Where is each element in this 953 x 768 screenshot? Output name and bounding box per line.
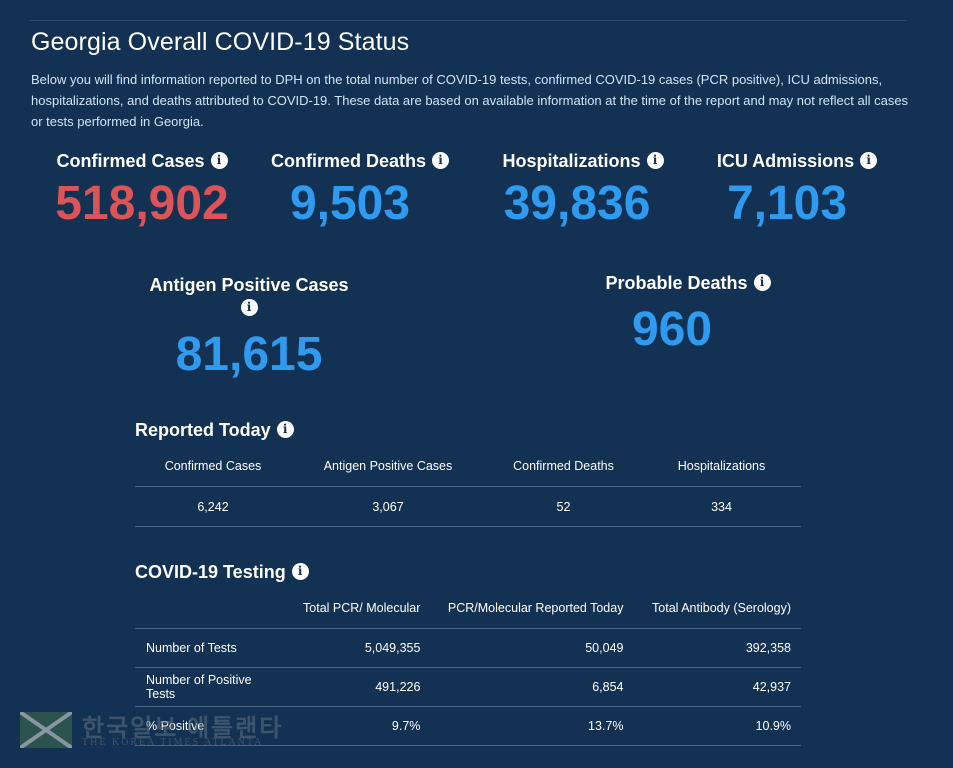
table-header-row: Confirmed Cases Antigen Positive Cases C… — [135, 446, 801, 487]
table-row: % Positive 9.7% 13.7% 10.9% — [135, 706, 801, 746]
column-header: Hospitalizations — [642, 446, 801, 487]
confirmed-cases-value: 518,902 — [55, 177, 229, 230]
testing-table: Total PCR/ Molecular PCR/Molecular Repor… — [135, 588, 801, 746]
hospitalizations-label: Hospitalizations — [502, 151, 641, 171]
top-divider — [30, 20, 906, 21]
table-cell: 10.9% — [633, 706, 801, 746]
info-icon[interactable]: i — [860, 152, 878, 169]
column-header: Antigen Positive Cases — [291, 446, 485, 487]
table-row: 6,242 3,067 52 334 — [135, 486, 801, 527]
column-header: Confirmed Cases — [135, 446, 291, 487]
confirmed-cases-label: Confirmed Cases — [56, 151, 205, 171]
table-cell: 6,242 — [135, 486, 291, 527]
antigen-positive-label: Antigen Positive Cases — [149, 275, 349, 295]
info-icon[interactable]: i — [276, 421, 294, 438]
table-row: Number of Tests 5,049,355 50,049 392,358 — [135, 628, 801, 668]
info-icon[interactable]: i — [432, 152, 450, 169]
page-title: Georgia Overall COVID-19 Status — [31, 28, 410, 56]
row-label: Number of Tests — [135, 628, 278, 668]
probable-deaths-value: 960 — [631, 303, 713, 356]
table-cell: 50,049 — [430, 628, 634, 668]
icu-admissions-value: 7,103 — [726, 177, 848, 230]
hospitalizations-value: 39,836 — [503, 177, 651, 230]
info-icon[interactable]: i — [210, 152, 228, 169]
table-cell: 334 — [642, 486, 801, 527]
hospitalizations-stat: Hospitalizations i 39,836 — [478, 151, 688, 233]
watermark-korean-text: 한국일보 애틀랜타 — [82, 715, 284, 742]
table-cell: 3,067 — [291, 486, 485, 527]
table-cell: 491,226 — [277, 667, 431, 707]
row-label: % Positive — [135, 706, 278, 746]
info-icon[interactable]: i — [240, 299, 258, 316]
column-header: Total Antibody (Serology) — [633, 588, 801, 629]
info-icon[interactable]: i — [291, 563, 309, 580]
testing-title-row: COVID-19 Testing i — [135, 562, 309, 583]
column-header — [135, 588, 278, 629]
table-cell: 52 — [485, 486, 642, 527]
info-icon[interactable]: i — [753, 274, 771, 291]
icu-admissions-label: ICU Admissions — [716, 151, 855, 171]
watermark-english-text: THE KOREA TIMES ATLANTA — [82, 737, 264, 748]
reported-today-title-row: Reported Today i — [135, 420, 294, 441]
table-cell: 9.7% — [277, 706, 431, 746]
probable-deaths-label: Probable Deaths — [605, 273, 748, 293]
hospitalizations-label-row: Hospitalizations i — [478, 151, 688, 172]
reported-today-title: Reported Today — [135, 420, 271, 440]
table-header-row: Total PCR/ Molecular PCR/Molecular Repor… — [135, 588, 801, 629]
testing-title: COVID-19 Testing — [135, 562, 286, 582]
confirmed-deaths-stat: Confirmed Deaths i 9,503 — [250, 151, 470, 233]
column-header: Confirmed Deaths — [485, 446, 642, 487]
antigen-positive-stat: Antigen Positive Cases i 81,615 — [138, 275, 360, 384]
intro-paragraph: Below you will find information reported… — [31, 72, 909, 129]
antigen-info-row: i — [138, 296, 360, 318]
info-icon[interactable]: i — [646, 152, 664, 169]
table-cell: 6,854 — [430, 667, 634, 707]
table-cell: 5,049,355 — [277, 628, 431, 668]
row-label: Number of Positive Tests — [135, 667, 278, 707]
antigen-positive-value: 81,615 — [175, 328, 323, 381]
probable-deaths-label-row: Probable Deaths i — [588, 273, 788, 294]
confirmed-cases-stat: Confirmed Cases i 518,902 — [37, 151, 247, 233]
table-cell: 392,358 — [633, 628, 801, 668]
table-cell: 42,937 — [633, 667, 801, 707]
confirmed-cases-label-row: Confirmed Cases i — [37, 151, 247, 172]
confirmed-deaths-label-row: Confirmed Deaths i — [250, 151, 470, 172]
watermark-logo-icon — [20, 712, 72, 748]
reported-today-table: Confirmed Cases Antigen Positive Cases C… — [135, 446, 801, 527]
table-row: Number of Positive Tests 491,226 6,854 4… — [135, 667, 801, 707]
icu-admissions-stat: ICU Admissions i 7,103 — [697, 151, 897, 233]
column-header: Total PCR/ Molecular — [277, 588, 431, 629]
confirmed-deaths-value: 9,503 — [289, 177, 411, 230]
icu-admissions-label-row: ICU Admissions i — [697, 151, 897, 172]
confirmed-deaths-label: Confirmed Deaths — [270, 151, 427, 171]
column-header: PCR/Molecular Reported Today — [430, 588, 634, 629]
probable-deaths-stat: Probable Deaths i 960 — [588, 273, 788, 359]
table-cell: 13.7% — [430, 706, 634, 746]
